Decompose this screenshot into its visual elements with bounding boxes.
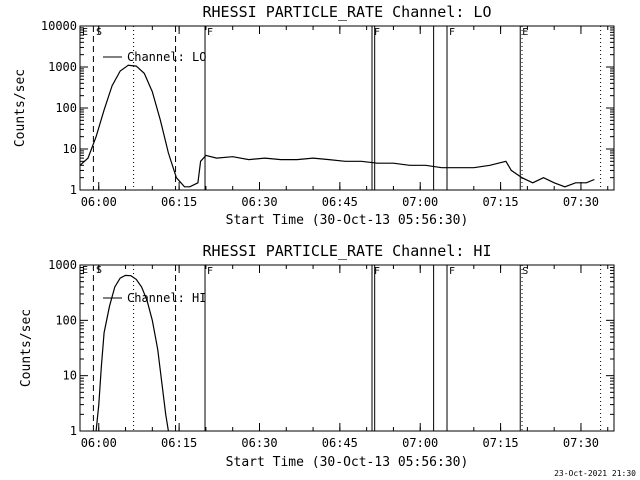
x-tick-label: 06:15 [161, 436, 197, 450]
y-tick-label: 10000 [41, 19, 77, 33]
x-tick-label: 06:15 [161, 195, 197, 209]
x-tick-label: 06:00 [81, 436, 117, 450]
event-mark-label: E [522, 27, 528, 38]
y-tick-label: 10 [63, 369, 77, 383]
event-mark-label: F [374, 27, 380, 38]
legend-entry: Channel: LO [127, 50, 206, 64]
series-line [79, 64, 595, 188]
x-tick-label: 06:45 [322, 436, 358, 450]
x-tick-label: 07:00 [402, 436, 438, 450]
y-tick-label: 1000 [48, 60, 77, 74]
x-tick-label: 06:00 [81, 195, 117, 209]
x-tick-label: 07:15 [483, 436, 519, 450]
y-tick-label: 1 [70, 183, 77, 197]
chart-title: RHESSI PARTICLE_RATE Channel: LO [203, 3, 492, 21]
series-line [95, 274, 169, 432]
x-axis-label: Start Time (30-Oct-13 05:56:30) [226, 455, 469, 470]
y-tick-label: 100 [55, 313, 77, 327]
legend: Channel: LO [103, 50, 206, 64]
y-tick-label: 100 [55, 101, 77, 115]
y-tick-label: 1000 [48, 258, 77, 272]
legend: Channel: HI [103, 291, 206, 305]
x-tick-label: 07:30 [563, 436, 599, 450]
y-axis-label: Counts/sec [13, 69, 28, 147]
chart-title: RHESSI PARTICLE_RATE Channel: HI [203, 242, 492, 260]
x-tick-label: 06:30 [241, 195, 277, 209]
x-tick-labels: 06:00 06:15 06:30 06:45 07:00 07:15 07:30 [81, 265, 609, 450]
y-axis-label: Counts/sec [19, 309, 34, 387]
x-axis-label: Start Time (30-Oct-13 05:56:30) [226, 213, 469, 228]
x-tick-labels: 06:00 06:15 06:30 06:45 07:00 07:15 07:30 [81, 26, 609, 209]
corner-flag-e: E [82, 27, 88, 38]
event-mark-label: F [449, 266, 455, 277]
series-group [95, 274, 169, 432]
y-tick-labels: 1 10 100 1000 10000 [41, 19, 614, 197]
x-tick-label: 06:45 [322, 195, 358, 209]
y-tick-labels: 1 10 100 1000 [48, 258, 614, 438]
x-tick-label: 07:00 [402, 195, 438, 209]
x-tick-label: 07:15 [483, 195, 519, 209]
footer-timestamp: 23-Oct-2021 21:30 [554, 469, 636, 478]
event-mark-label: F [374, 266, 380, 277]
x-tick-label: 06:30 [241, 436, 277, 450]
series-group [79, 64, 595, 188]
event-mark-label: F [207, 266, 213, 277]
panel-hi: RHESSI PARTICLE_RATE Channel: HI Start T… [19, 242, 615, 470]
event-mark-label: S [522, 266, 528, 277]
y-tick-label: 1 [70, 424, 77, 438]
legend-entry: Channel: HI [127, 291, 206, 305]
y-tick-label: 10 [63, 142, 77, 156]
panel-lo: RHESSI PARTICLE_RATE Channel: LO Start T… [13, 3, 615, 228]
corner-flag-e: E [82, 265, 88, 276]
x-tick-label: 07:30 [563, 195, 599, 209]
event-mark-label: F [207, 27, 213, 38]
event-mark-label: F [449, 27, 455, 38]
plot-frame [79, 264, 615, 432]
